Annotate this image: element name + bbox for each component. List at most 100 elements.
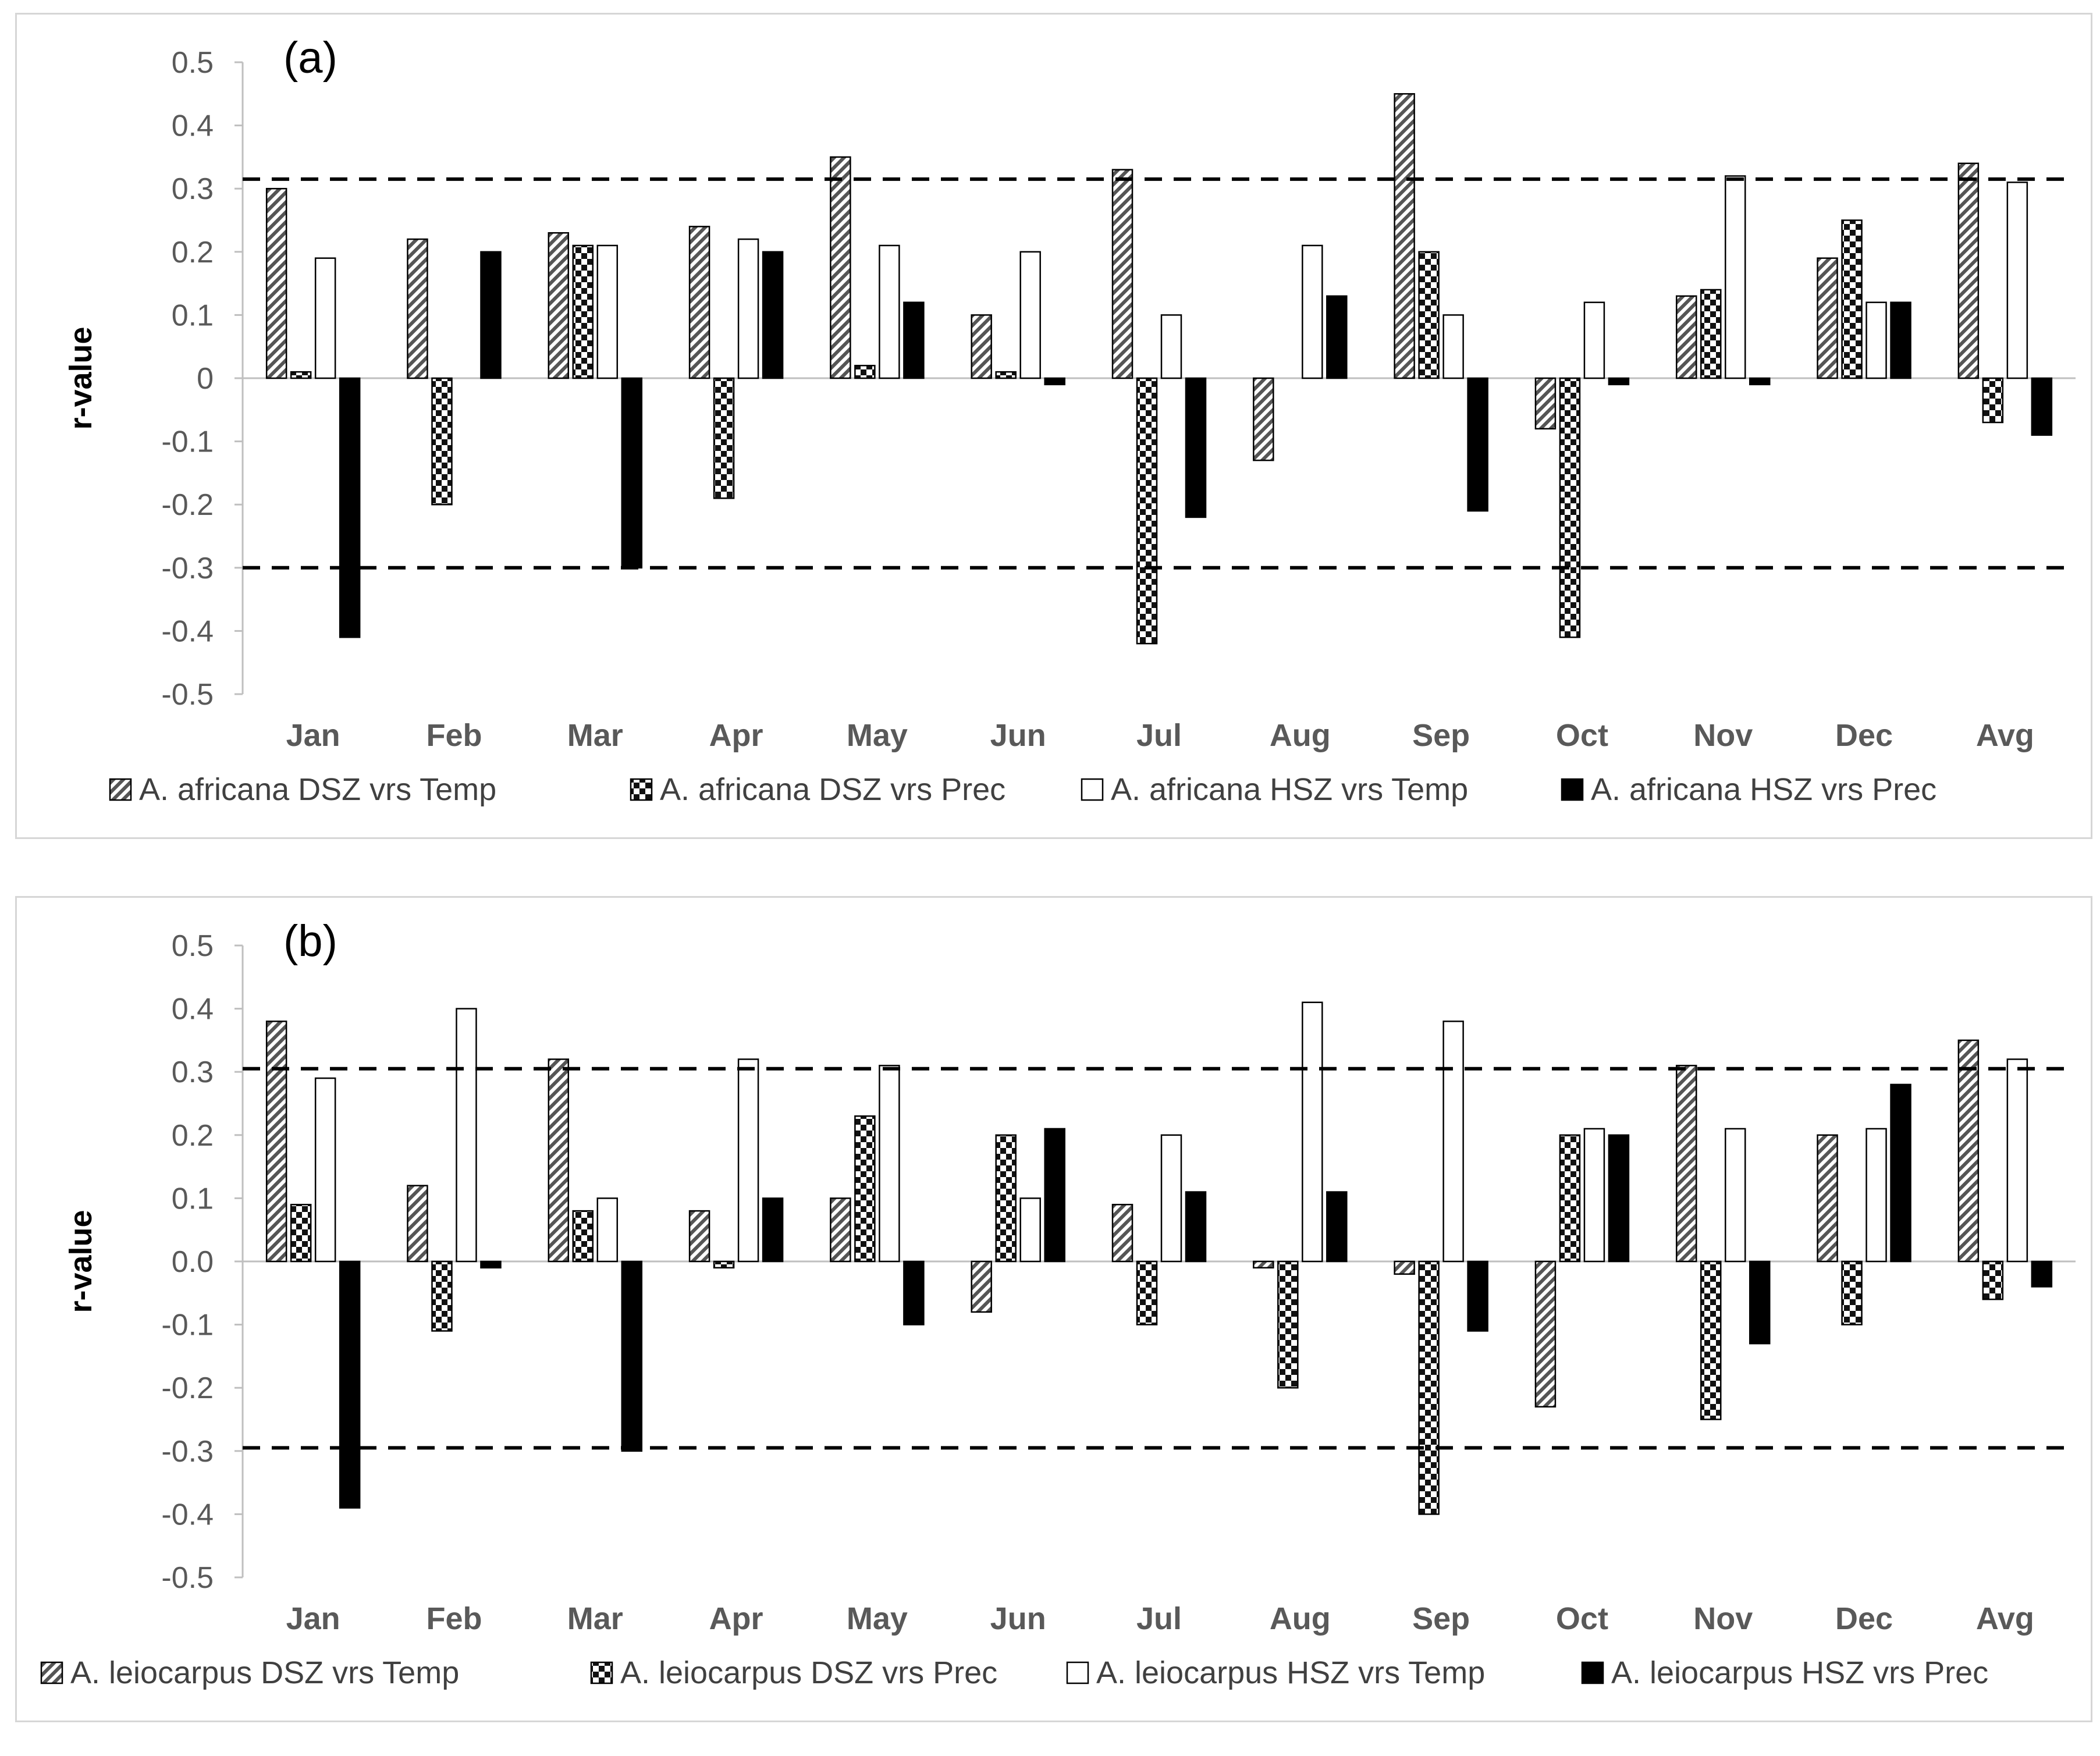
legend-entry: A. leiocarpus DSZ vrs Temp bbox=[70, 1655, 459, 1690]
bar-jan-series-2 bbox=[290, 1204, 312, 1263]
category-label: Jan bbox=[286, 718, 340, 753]
bar-jan-series-4 bbox=[339, 1260, 361, 1509]
y-tick-label: 0.4 bbox=[172, 993, 214, 1026]
bar-avg-series-4 bbox=[2031, 1260, 2053, 1288]
bar-avg-series-3 bbox=[2006, 1058, 2028, 1263]
category-label: Jun bbox=[990, 1601, 1046, 1636]
legend-entry: A. leiocarpus DSZ vrs Prec bbox=[620, 1655, 997, 1690]
bar-feb-series-1 bbox=[407, 238, 428, 379]
bar-apr-series-1 bbox=[688, 1210, 710, 1263]
bar-jun-series-2 bbox=[995, 371, 1017, 379]
bar-aug-series-4 bbox=[1326, 1191, 1348, 1263]
bar-nov-series-2 bbox=[1700, 289, 1722, 379]
bar-oct-series-1 bbox=[1534, 377, 1557, 430]
category-label: Nov bbox=[1693, 1601, 1753, 1636]
legend-swatch bbox=[630, 778, 653, 801]
bar-jul-series-2 bbox=[1136, 1260, 1158, 1325]
bar-dec-series-1 bbox=[1817, 257, 1838, 379]
category-label: Apr bbox=[709, 718, 763, 753]
category-label: Mar bbox=[567, 1601, 623, 1636]
bar-jan-series-1 bbox=[265, 187, 287, 379]
bar-jul-series-4 bbox=[1185, 1191, 1207, 1263]
y-axis-label: r-value bbox=[63, 1210, 98, 1313]
bar-nov-series-4 bbox=[1749, 377, 1771, 386]
bar-aug-series-3 bbox=[1302, 1001, 1323, 1263]
bar-apr-series-3 bbox=[737, 1058, 759, 1263]
bar-mar-series-2 bbox=[572, 244, 594, 379]
bar-sep-series-3 bbox=[1442, 1021, 1464, 1263]
legend-entry: A. leiocarpus HSZ vrs Prec bbox=[1611, 1655, 1988, 1690]
category-label: Dec bbox=[1835, 1601, 1893, 1636]
y-tick-label: 0.0 bbox=[172, 1245, 214, 1279]
category-label: Jun bbox=[990, 718, 1046, 753]
legend-swatch bbox=[1581, 1661, 1604, 1684]
bar-may-series-3 bbox=[879, 1065, 900, 1263]
y-tick-label: 0.2 bbox=[172, 236, 214, 269]
bar-oct-series-4 bbox=[1608, 1134, 1630, 1263]
y-tick-label: 0.5 bbox=[172, 46, 214, 80]
bar-feb-series-1 bbox=[407, 1185, 428, 1263]
bar-sep-series-2 bbox=[1418, 1260, 1440, 1515]
y-tick-label: -0.4 bbox=[161, 1498, 214, 1531]
legend-entry: A. leiocarpus HSZ vrs Temp bbox=[1096, 1655, 1485, 1690]
bar-mar-series-4 bbox=[621, 377, 643, 569]
legend-entry: A. africana DSZ vrs Prec bbox=[660, 772, 1005, 807]
bar-nov-series-4 bbox=[1749, 1260, 1771, 1345]
bar-nov-series-3 bbox=[1724, 175, 1746, 379]
category-label: Aug bbox=[1270, 1601, 1331, 1636]
bar-feb-series-2 bbox=[431, 1260, 453, 1332]
bar-jun-series-1 bbox=[971, 314, 992, 379]
bar-oct-series-1 bbox=[1534, 1260, 1557, 1408]
y-axis-label: r-value bbox=[63, 326, 98, 429]
bar-jun-series-3 bbox=[1019, 251, 1041, 379]
bar-dec-series-2 bbox=[1841, 1260, 1863, 1325]
y-tick-label: 0.1 bbox=[172, 298, 214, 332]
y-tick-label: -0.5 bbox=[161, 678, 214, 712]
bar-apr-series-2 bbox=[713, 1260, 735, 1269]
bar-aug-series-4 bbox=[1326, 295, 1348, 379]
panel-label: (b) bbox=[283, 916, 337, 966]
category-label: Avg bbox=[1976, 718, 2034, 753]
bar-may-series-4 bbox=[903, 301, 925, 379]
bar-jun-series-4 bbox=[1044, 377, 1065, 386]
category-label: Feb bbox=[426, 1601, 482, 1636]
bar-feb-series-4 bbox=[480, 1260, 502, 1269]
category-label: Aug bbox=[1270, 718, 1331, 753]
category-label: Avg bbox=[1976, 1601, 2034, 1636]
category-label: Dec bbox=[1835, 718, 1893, 753]
bar-dec-series-3 bbox=[1866, 301, 1887, 379]
bar-avg-series-2 bbox=[1982, 1260, 2004, 1300]
legend-swatch bbox=[40, 1661, 63, 1684]
bar-may-series-3 bbox=[879, 244, 900, 379]
bar-apr-series-2 bbox=[713, 377, 735, 499]
bar-mar-series-1 bbox=[548, 232, 570, 379]
bar-jan-series-2 bbox=[290, 371, 312, 379]
bar-aug-series-3 bbox=[1302, 244, 1323, 379]
legend-swatch bbox=[590, 1661, 613, 1684]
bar-jun-series-2 bbox=[995, 1134, 1017, 1263]
bar-oct-series-4 bbox=[1608, 377, 1630, 386]
bar-feb-series-2 bbox=[431, 377, 453, 506]
y-tick-label: 0.3 bbox=[172, 172, 214, 206]
legend-swatch bbox=[109, 778, 132, 801]
category-label: Oct bbox=[1556, 1601, 1608, 1636]
bar-may-series-1 bbox=[830, 1197, 851, 1263]
y-tick-label: -0.2 bbox=[161, 488, 214, 522]
bar-dec-series-1 bbox=[1817, 1134, 1838, 1263]
bar-jul-series-1 bbox=[1111, 169, 1133, 379]
y-tick-label: 0.2 bbox=[172, 1119, 214, 1153]
bar-dec-series-4 bbox=[1890, 1083, 1911, 1263]
bar-jul-series-2 bbox=[1136, 377, 1158, 645]
bar-sep-series-4 bbox=[1467, 377, 1488, 512]
bar-mar-series-3 bbox=[596, 244, 619, 379]
y-tick-label: 0.4 bbox=[172, 109, 214, 143]
bar-may-series-4 bbox=[903, 1260, 925, 1325]
bar-jan-series-3 bbox=[314, 1077, 336, 1263]
category-label: Apr bbox=[709, 1601, 763, 1636]
y-tick-label: -0.4 bbox=[161, 614, 214, 648]
bar-may-series-2 bbox=[854, 1115, 876, 1263]
y-tick-label: 0.1 bbox=[172, 1182, 214, 1215]
chart-svg-b: 0.5 0.4 0.3 0.2 0.1 0.0 -0.1 -0.2 -0.3 -0.4 -0.5 Ja… bbox=[40, 916, 2076, 1690]
y-tick-label: 0 bbox=[197, 362, 214, 396]
bar-may-series-1 bbox=[830, 156, 851, 379]
